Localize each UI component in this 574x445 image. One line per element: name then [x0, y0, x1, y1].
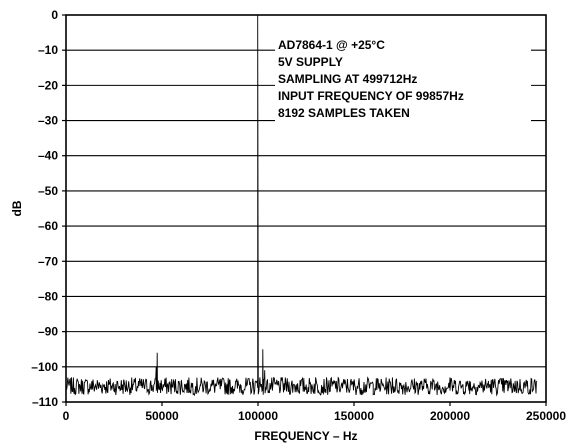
y-tick-label: –60 — [38, 219, 58, 233]
series-line — [65, 14, 537, 397]
y-tick-label: –100 — [31, 360, 58, 374]
x-tick-label: 150000 — [334, 409, 374, 423]
y-tick-label: –50 — [38, 184, 58, 198]
annotation-line: SAMPLING AT 499712Hz — [278, 72, 417, 86]
y-tick-labels: 0 –10 –20 –30 –40 –50 –60 –70 –80 –90 –100 –110 — [31, 8, 58, 409]
tick-marks — [62, 14, 547, 406]
y-tick-label: –10 — [38, 43, 58, 57]
plot-frame — [65, 14, 547, 403]
y-tick-label: –70 — [38, 254, 58, 268]
y-tick-label: –30 — [38, 114, 58, 128]
gridlines — [66, 49, 546, 368]
annotation-block: AD7864-1 @ +25°C 5V SUPPLY SAMPLING AT 499… — [278, 38, 464, 120]
y-tick-label: 0 — [51, 8, 58, 22]
annotation-line: 8192 SAMPLES TAKEN — [278, 106, 410, 120]
x-tick-label: 100000 — [238, 409, 278, 423]
y-tick-label: –90 — [38, 325, 58, 339]
x-axis-label: FREQUENCY – Hz — [254, 429, 357, 443]
annotation-line: 5V SUPPLY — [278, 55, 343, 69]
annotation-line: INPUT FREQUENCY OF 99857Hz — [278, 89, 464, 103]
y-tick-label: –40 — [38, 149, 58, 163]
annotation-box — [275, 37, 531, 124]
x-tick-label: 0 — [63, 409, 70, 423]
annotation-line: AD7864-1 @ +25°C — [278, 38, 385, 52]
x-tick-labels: 0 50000 100000 150000 200000 250000 — [63, 409, 567, 423]
x-tick-label: 250000 — [526, 409, 566, 423]
plot-series — [65, 14, 537, 397]
y-tick-label: –110 — [32, 395, 58, 409]
y-axis-label: dB — [10, 200, 24, 216]
y-tick-label: –20 — [38, 78, 58, 92]
x-tick-label: 200000 — [430, 409, 470, 423]
x-tick-label: 50000 — [145, 409, 179, 423]
y-tick-label: –80 — [38, 289, 58, 303]
